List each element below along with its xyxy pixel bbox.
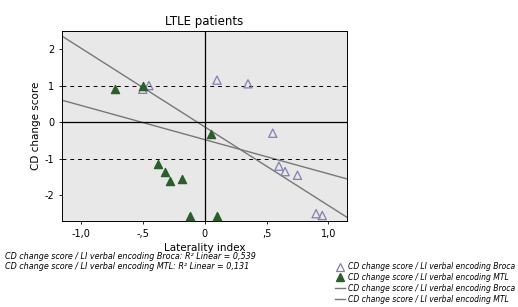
Title: LTLE patients: LTLE patients xyxy=(165,15,244,28)
Point xyxy=(145,83,153,88)
Point xyxy=(293,173,301,178)
Point xyxy=(207,131,215,136)
Point xyxy=(166,178,174,183)
Text: CD change score / LI verbal encoding Broca: R² Linear = 0,539
CD change score / : CD change score / LI verbal encoding Bro… xyxy=(5,252,256,271)
Point xyxy=(244,81,252,86)
X-axis label: Laterality index: Laterality index xyxy=(164,243,246,253)
Point xyxy=(153,162,162,167)
Point xyxy=(138,83,147,88)
Point xyxy=(138,87,147,92)
Point xyxy=(178,177,186,181)
Point xyxy=(318,213,326,218)
Legend: CD change score / LI verbal encoding Broca, CD change score / LI verbal encoding: CD change score / LI verbal encoding Bro… xyxy=(335,262,515,304)
Point xyxy=(281,169,289,174)
Point xyxy=(213,78,221,83)
Y-axis label: CD change score: CD change score xyxy=(31,82,40,170)
Point xyxy=(269,131,277,136)
Point xyxy=(185,213,194,218)
Point xyxy=(111,87,120,92)
Point xyxy=(312,211,320,216)
Point xyxy=(161,169,169,174)
Point xyxy=(213,213,221,218)
Point xyxy=(275,164,283,169)
